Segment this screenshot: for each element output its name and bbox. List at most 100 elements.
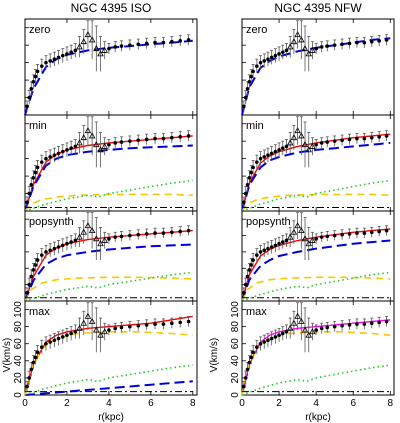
data-point [170,226,174,238]
data-point [170,317,174,329]
data-point [255,339,259,354]
data-point [325,136,330,148]
data-marker [69,146,73,150]
data-marker [255,345,259,349]
data-point [325,40,330,52]
data-marker [249,355,254,360]
data-marker-triangle [88,226,96,234]
data-marker-triangle [286,43,294,50]
data-marker [161,136,166,141]
data-marker-triangle [294,31,301,38]
data-point [29,81,34,96]
data-point [128,230,132,241]
data-marker [243,282,248,287]
data-point [52,241,57,256]
data-point [107,139,111,150]
data-point [31,262,36,277]
data-marker [340,232,344,237]
data-point [69,140,73,156]
data-marker-triangle [286,233,294,240]
data-point [294,116,301,145]
data-point [243,186,248,201]
data-point [161,132,166,144]
data-marker [340,138,344,143]
data-point [60,238,65,252]
y-tick-label: 80 [13,321,24,333]
data-point [258,151,263,166]
data-point [298,302,305,341]
data-point [266,147,270,163]
data-marker [136,323,141,328]
data-point [48,149,52,164]
data-point [273,144,278,159]
data-marker [35,69,40,74]
data-marker-triangle [76,43,83,50]
data-point [280,44,285,60]
data-point [247,355,252,370]
title-right: NGC 4395 NFW [274,1,362,15]
data-marker [33,74,38,79]
data-marker [186,134,191,138]
data-point [27,370,31,385]
data-marker-triangle [305,331,313,338]
data-point [153,318,157,330]
data-point [186,315,191,327]
data-marker [319,235,324,239]
data-point [128,321,132,332]
data-point [144,133,149,145]
curve-gas [24,364,193,396]
data-point [266,51,270,67]
data-marker [340,42,344,47]
data-point [33,165,38,180]
data-marker [258,156,263,161]
data-marker-triangle [80,319,88,326]
data-marker [35,258,40,262]
data-marker-triangle [305,146,313,153]
data-marker [119,234,124,239]
data-marker [369,321,374,326]
data-point [301,307,309,353]
data-point [286,226,294,247]
data-point [301,217,309,261]
data-marker-triangle [290,38,298,45]
data-marker-triangle [97,240,104,247]
curve-disk [241,193,391,212]
data-marker-triangle [88,132,96,139]
data-marker [362,322,367,326]
data-marker-triangle [97,146,104,153]
curve-total_fit [24,229,193,302]
data-marker [340,323,344,328]
data-marker [347,232,352,236]
data-marker-triangle [286,324,294,331]
data-point [242,196,246,208]
data-marker [52,57,57,61]
data-point [84,20,92,49]
data-point [107,233,111,244]
data-point [88,116,96,156]
data-marker [249,170,254,175]
y-tick-label: 0 [13,392,24,398]
data-point [309,231,316,249]
data-point [298,116,305,156]
data-marker-triangle [301,326,309,333]
y-tick-label: 100 [230,301,241,318]
data-point [377,316,381,328]
panel-frame [24,18,198,116]
row-label: zero [246,24,267,36]
data-marker [277,52,281,56]
data-marker [186,319,191,324]
data-point [290,220,298,244]
y-tick-label: 40 [230,355,241,367]
data-point [128,135,132,147]
data-marker-triangle [298,132,305,139]
data-marker [113,235,117,239]
data-marker [113,326,117,331]
x-tick-label: 0 [239,398,245,409]
curve-halo [24,39,193,116]
data-marker-triangle [80,228,88,235]
data-point [101,322,108,341]
data-marker [251,258,255,262]
data-point [80,310,88,336]
data-marker [255,160,259,164]
data-point [247,262,252,277]
